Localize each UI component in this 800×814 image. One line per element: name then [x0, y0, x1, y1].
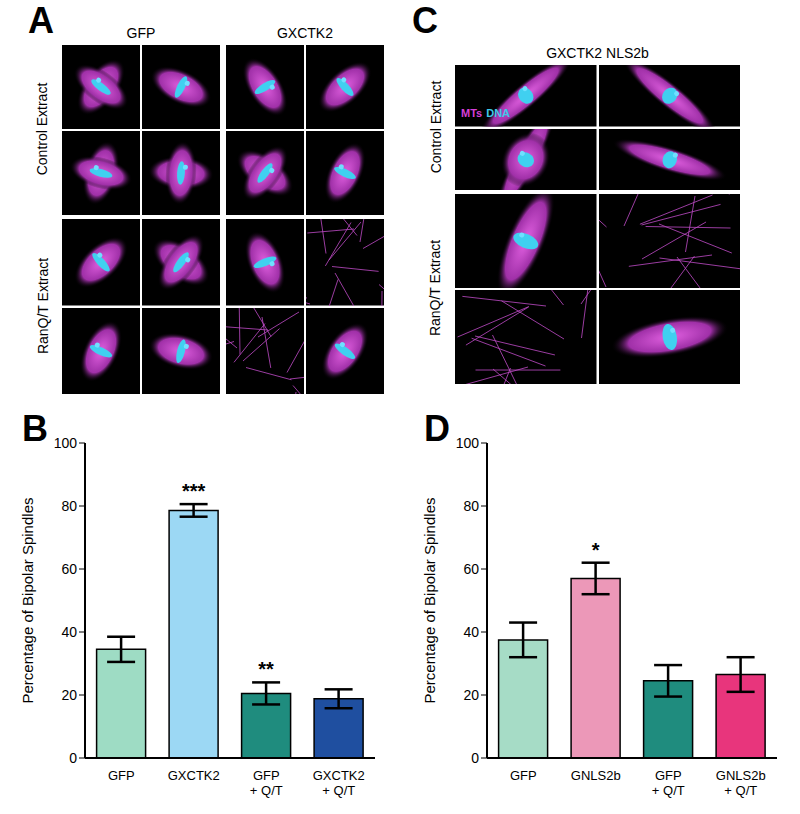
- svg-text:80: 80: [463, 498, 479, 514]
- html-text:GFP: GFP: [126, 25, 156, 41]
- svg-text:40: 40: [463, 624, 479, 640]
- html-text:GXCTK2 NLS2b: GXCTK2 NLS2b: [546, 45, 649, 61]
- svg-text:0: 0: [471, 750, 479, 766]
- svg-text:GNLS2b: GNLS2b: [571, 768, 621, 783]
- svg-text:GFP+ Q/T: GFP+ Q/T: [250, 768, 283, 798]
- svg-text:0: 0: [69, 750, 77, 766]
- svg-text:Percentage of Bipolar Spindles: Percentage of Bipolar Spindles: [421, 498, 438, 704]
- svg-text:GFP: GFP: [108, 768, 135, 783]
- svg-text:20: 20: [61, 687, 77, 703]
- html-text:A: A: [28, 0, 54, 41]
- html-text:GXCTK2: GXCTK2: [277, 25, 333, 41]
- svg-text:GXCTK2: GXCTK2: [168, 768, 220, 783]
- html-text:B: B: [22, 408, 48, 449]
- html-text:Control Extract: Control Extract: [427, 80, 443, 173]
- html-text:RanQ/T Extract: RanQ/T Extract: [427, 239, 443, 337]
- svg-text:80: 80: [61, 498, 77, 514]
- svg-text:60: 60: [61, 561, 77, 577]
- html-text:C: C: [412, 0, 438, 41]
- svg-text:GNLS2b+ Q/T: GNLS2b+ Q/T: [716, 768, 766, 798]
- svg-text:***: ***: [182, 480, 206, 502]
- html-text:Control Extract: Control Extract: [34, 82, 50, 176]
- svg-text:60: 60: [463, 561, 479, 577]
- svg-text:*: *: [592, 539, 600, 561]
- svg-text:GFP+ Q/T: GFP+ Q/T: [652, 768, 685, 798]
- svg-text:GXCTK2+ Q/T: GXCTK2+ Q/T: [313, 768, 365, 798]
- svg-text:Percentage of Bipolar Spindles: Percentage of Bipolar Spindles: [19, 498, 36, 704]
- svg-text:GFP: GFP: [510, 768, 537, 783]
- html-text:MTs DNA: MTs DNA: [461, 107, 510, 119]
- svg-text:100: 100: [54, 435, 78, 451]
- svg-text:**: **: [258, 658, 274, 680]
- html-text:RanQ/T Extract: RanQ/T Extract: [34, 257, 50, 354]
- svg-text:40: 40: [61, 624, 77, 640]
- html-text:D: D: [424, 408, 450, 449]
- svg-text:20: 20: [463, 687, 479, 703]
- svg-text:100: 100: [456, 435, 480, 451]
